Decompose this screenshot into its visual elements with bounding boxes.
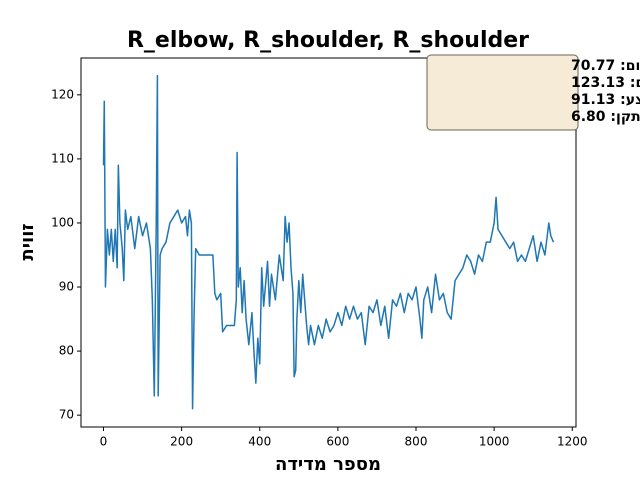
x-axis-label: מספר מדידה	[275, 454, 381, 475]
plot-frame	[80, 57, 577, 428]
y-tick-label: 70	[59, 408, 74, 422]
stats-line: מקסימום: 123.13	[571, 75, 640, 91]
line	[102, 74, 555, 410]
stats-line: ממוצע: 91.13	[571, 92, 640, 108]
y-tick-label: 100	[51, 215, 74, 229]
stats-box	[426, 54, 579, 131]
x-tick-label: 1200	[557, 435, 588, 449]
y-tick-label: 110	[51, 151, 74, 165]
y-axis-label: זווית	[17, 223, 38, 260]
x-tick-label: 600	[326, 435, 349, 449]
x-tick-label: 200	[170, 435, 193, 449]
x-tick-label: 400	[248, 435, 271, 449]
y-tick-label: 90	[59, 280, 74, 294]
y-tick-label: 80	[59, 344, 74, 358]
y-tick-label: 120	[51, 87, 74, 101]
x-tick-label: 1000	[479, 435, 510, 449]
stats-line: סטיית תקן: 6.80	[571, 109, 640, 125]
x-tick-label: 800	[405, 435, 428, 449]
stats-line: מינימום: 70.77	[571, 58, 640, 74]
chart-title: R_elbow, R_shoulder, R_shoulder	[127, 28, 529, 53]
x-tick-label: 0	[100, 435, 108, 449]
